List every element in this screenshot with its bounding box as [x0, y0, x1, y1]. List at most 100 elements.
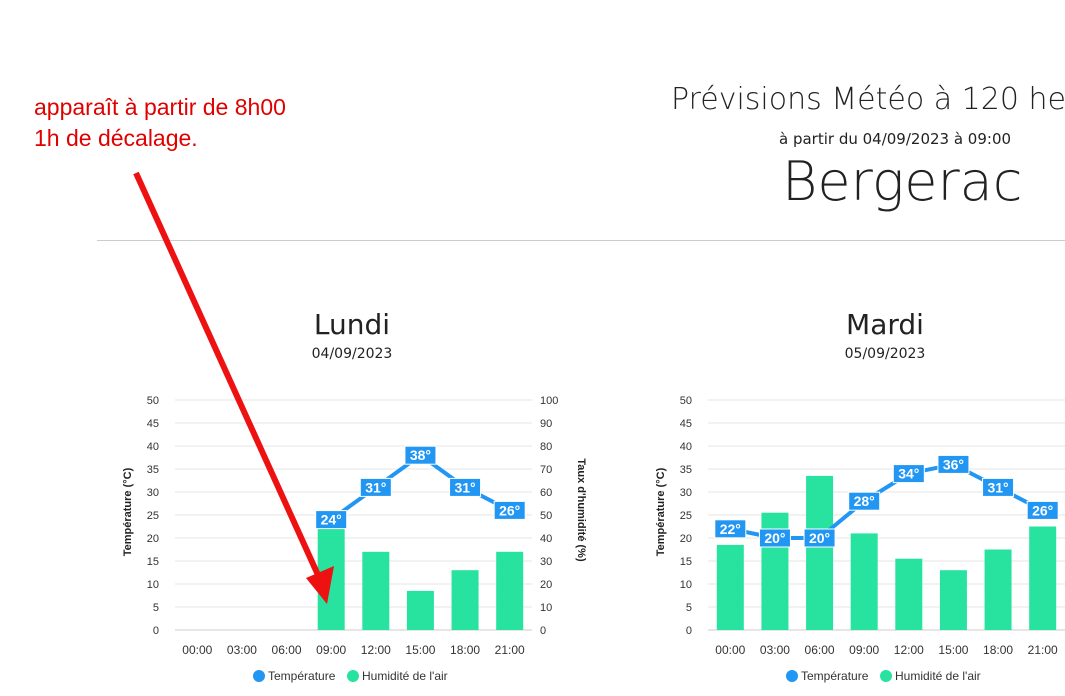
- y2-axis-title: Taux d'humidité (%): [575, 458, 587, 562]
- y-tick-label: 30: [680, 487, 692, 499]
- y-axis-title: Température (°C): [655, 467, 667, 556]
- y2-tick-label: 90: [540, 418, 552, 430]
- humidity-bar: [362, 551, 390, 630]
- y2-tick-label: 10: [540, 602, 552, 614]
- humidity-bar: [1029, 526, 1057, 630]
- temperature-label-box: [937, 454, 970, 474]
- legend-temperature-label: Température: [801, 669, 869, 683]
- temperature-label-box: [359, 477, 392, 497]
- temperature-label-box: [404, 445, 437, 465]
- humidity-bar: [496, 551, 524, 630]
- y2-tick-label: 100: [540, 395, 558, 407]
- x-tick-label: 21:00: [495, 643, 525, 657]
- x-tick-label: 18:00: [450, 643, 480, 657]
- day-date-2: 05/09/2023: [844, 346, 926, 362]
- x-tick-label: 03:00: [227, 643, 257, 657]
- x-tick-label: 00:00: [182, 643, 212, 657]
- x-tick-label: 09:00: [849, 643, 879, 657]
- temperature-label-box: [714, 519, 747, 539]
- temperature-label-box: [449, 477, 482, 497]
- temperature-label: 26°: [499, 502, 520, 518]
- y2-tick-label: 50: [540, 510, 552, 522]
- y-tick-label: 15: [680, 556, 692, 568]
- temperature-label-box: [315, 510, 348, 530]
- humidity-bar: [406, 590, 434, 630]
- humidity-bar: [939, 570, 967, 630]
- humidity-bar: [850, 533, 878, 630]
- y-tick-label: 25: [147, 510, 159, 522]
- temperature-label-box: [1026, 500, 1059, 520]
- y2-tick-label: 20: [540, 579, 552, 591]
- y-tick-label: 25: [680, 510, 692, 522]
- annotation-arrow-head: [306, 566, 334, 604]
- x-tick-label: 06:00: [272, 643, 302, 657]
- temperature-label-box: [892, 464, 925, 484]
- x-tick-label: 21:00: [1028, 643, 1058, 657]
- x-tick-label: 09:00: [316, 643, 346, 657]
- y2-tick-label: 70: [540, 464, 552, 476]
- y-tick-label: 5: [686, 602, 692, 614]
- temperature-label: 22°: [720, 521, 741, 537]
- humidity-bar: [806, 475, 834, 630]
- temperature-label-box: [803, 528, 836, 548]
- x-tick-label: 15:00: [938, 643, 968, 657]
- y-tick-label: 15: [147, 556, 159, 568]
- x-tick-label: 12:00: [894, 643, 924, 657]
- y-tick-label: 30: [147, 487, 159, 499]
- y-tick-label: 50: [680, 395, 692, 407]
- temperature-label: 24°: [321, 512, 342, 528]
- legend-humidity-label: Humidité de l'air: [895, 669, 981, 683]
- humidity-bar: [895, 558, 923, 630]
- legend-temperature-marker: [786, 670, 798, 682]
- humidity-bar: [984, 549, 1012, 630]
- y-tick-label: 45: [147, 418, 159, 430]
- legend-temperature-label: Température: [268, 669, 336, 683]
- y-tick-label: 40: [147, 441, 159, 453]
- y-tick-label: 35: [680, 464, 692, 476]
- temperature-label-box: [848, 491, 881, 511]
- y-tick-label: 45: [680, 418, 692, 430]
- temperature-label: 28°: [854, 493, 875, 509]
- y-axis-title: Température (°C): [122, 467, 134, 556]
- x-tick-label: 06:00: [805, 643, 835, 657]
- y-tick-label: 0: [153, 625, 159, 637]
- annotation-line-1: apparaît à partir de 8h00: [34, 94, 286, 120]
- temperature-label: 36°: [943, 456, 964, 472]
- y2-tick-label: 60: [540, 487, 552, 499]
- day-name-1: Lundi: [313, 308, 391, 341]
- temperature-label: 34°: [898, 466, 919, 482]
- y-tick-label: 10: [147, 579, 159, 591]
- humidity-bar: [451, 570, 479, 630]
- y-tick-label: 5: [153, 602, 159, 614]
- temperature-line: [330, 453, 511, 522]
- y-tick-label: 0: [686, 625, 692, 637]
- temperature-label: 20°: [809, 530, 830, 546]
- x-tick-label: 00:00: [715, 643, 745, 657]
- day-date-1: 04/09/2023: [311, 346, 393, 362]
- y-tick-label: 10: [680, 579, 692, 591]
- y-tick-label: 40: [680, 441, 692, 453]
- x-tick-label: 15:00: [405, 643, 435, 657]
- y-tick-label: 20: [680, 533, 692, 545]
- temperature-label-box: [493, 500, 526, 520]
- temperature-label: 31°: [987, 479, 1008, 495]
- legend-humidity-marker: [880, 670, 892, 682]
- y2-tick-label: 0: [540, 625, 546, 637]
- x-tick-label: 18:00: [983, 643, 1013, 657]
- y-tick-label: 20: [147, 533, 159, 545]
- y2-tick-label: 30: [540, 556, 552, 568]
- temperature-label: 31°: [454, 479, 475, 495]
- annotation-line-2: 1h de décalage.: [34, 125, 198, 151]
- x-tick-label: 12:00: [361, 643, 391, 657]
- humidity-bar: [716, 544, 744, 630]
- annotation-text: apparaît à partir de 8h00 1h de décalage…: [34, 92, 286, 154]
- temperature-label: 38°: [410, 447, 431, 463]
- page-title: Prévisions Météo à 120 heur: [671, 82, 1065, 117]
- legend-temperature-marker: [253, 670, 265, 682]
- header-divider: [97, 240, 1065, 241]
- temperature-label-box: [758, 528, 791, 548]
- city-name: Bergerac: [782, 150, 1023, 213]
- y2-tick-label: 80: [540, 441, 552, 453]
- temperature-label-box: [982, 477, 1015, 497]
